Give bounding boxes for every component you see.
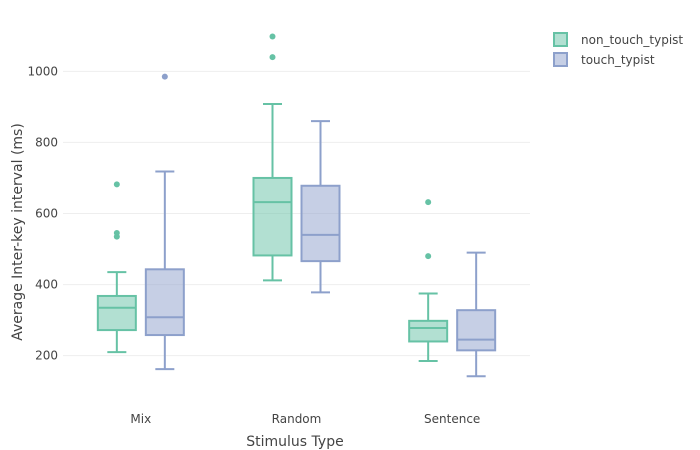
box-series-layer bbox=[96, 33, 497, 378]
iqr-box bbox=[408, 319, 449, 343]
iqr-box bbox=[96, 294, 137, 332]
legend-label: non_touch_typist bbox=[581, 33, 683, 47]
y-tick-label: 800 bbox=[35, 135, 58, 149]
box-touch_typist-Sentence bbox=[456, 251, 497, 378]
outlier-point bbox=[269, 33, 276, 40]
box-touch_typist-Mix bbox=[144, 73, 185, 371]
box-touch_typist-Random bbox=[300, 120, 341, 294]
legend-label: touch_typist bbox=[581, 53, 655, 67]
legend-swatch bbox=[553, 32, 568, 47]
y-tick-label: 600 bbox=[35, 206, 58, 220]
x-tick-label: Sentence bbox=[424, 412, 480, 426]
y-tick-label: 200 bbox=[35, 349, 58, 363]
iqr-box bbox=[144, 268, 185, 337]
outlier-point bbox=[113, 181, 120, 188]
legend: non_touch_typist touch_typist bbox=[553, 32, 683, 67]
legend-item-touch_typist[interactable]: touch_typist bbox=[553, 52, 655, 67]
series-touch_typist bbox=[144, 73, 497, 378]
iqr-box bbox=[456, 309, 497, 352]
x-axis-ticks: Mix Random Sentence bbox=[130, 412, 480, 426]
series-non_touch_typist bbox=[96, 33, 449, 363]
y-axis-ticks: 200 400 600 800 1000 bbox=[27, 64, 58, 362]
x-tick-label: Mix bbox=[130, 412, 151, 426]
iqr-box bbox=[300, 184, 341, 263]
y-tick-label: 1000 bbox=[27, 64, 58, 78]
box-non_touch_typist-Mix bbox=[96, 181, 137, 354]
iqr-box bbox=[252, 176, 293, 257]
outlier-point bbox=[269, 54, 276, 61]
outlier-point bbox=[425, 253, 432, 260]
outlier-point bbox=[113, 230, 120, 237]
x-axis-title: Stimulus Type bbox=[246, 434, 343, 450]
gridlines bbox=[63, 70, 530, 357]
box-non_touch_typist-Random bbox=[252, 33, 293, 282]
legend-item-non_touch_typist[interactable]: non_touch_typist bbox=[553, 32, 683, 47]
legend-swatch bbox=[553, 52, 568, 67]
x-tick-label: Random bbox=[272, 412, 322, 426]
y-tick-label: 400 bbox=[35, 278, 58, 292]
box-non_touch_typist-Sentence bbox=[408, 199, 449, 363]
outlier-point bbox=[425, 199, 432, 206]
outlier-point bbox=[161, 73, 168, 80]
y-axis-title: Average Inter-key interval (ms) bbox=[10, 123, 26, 341]
